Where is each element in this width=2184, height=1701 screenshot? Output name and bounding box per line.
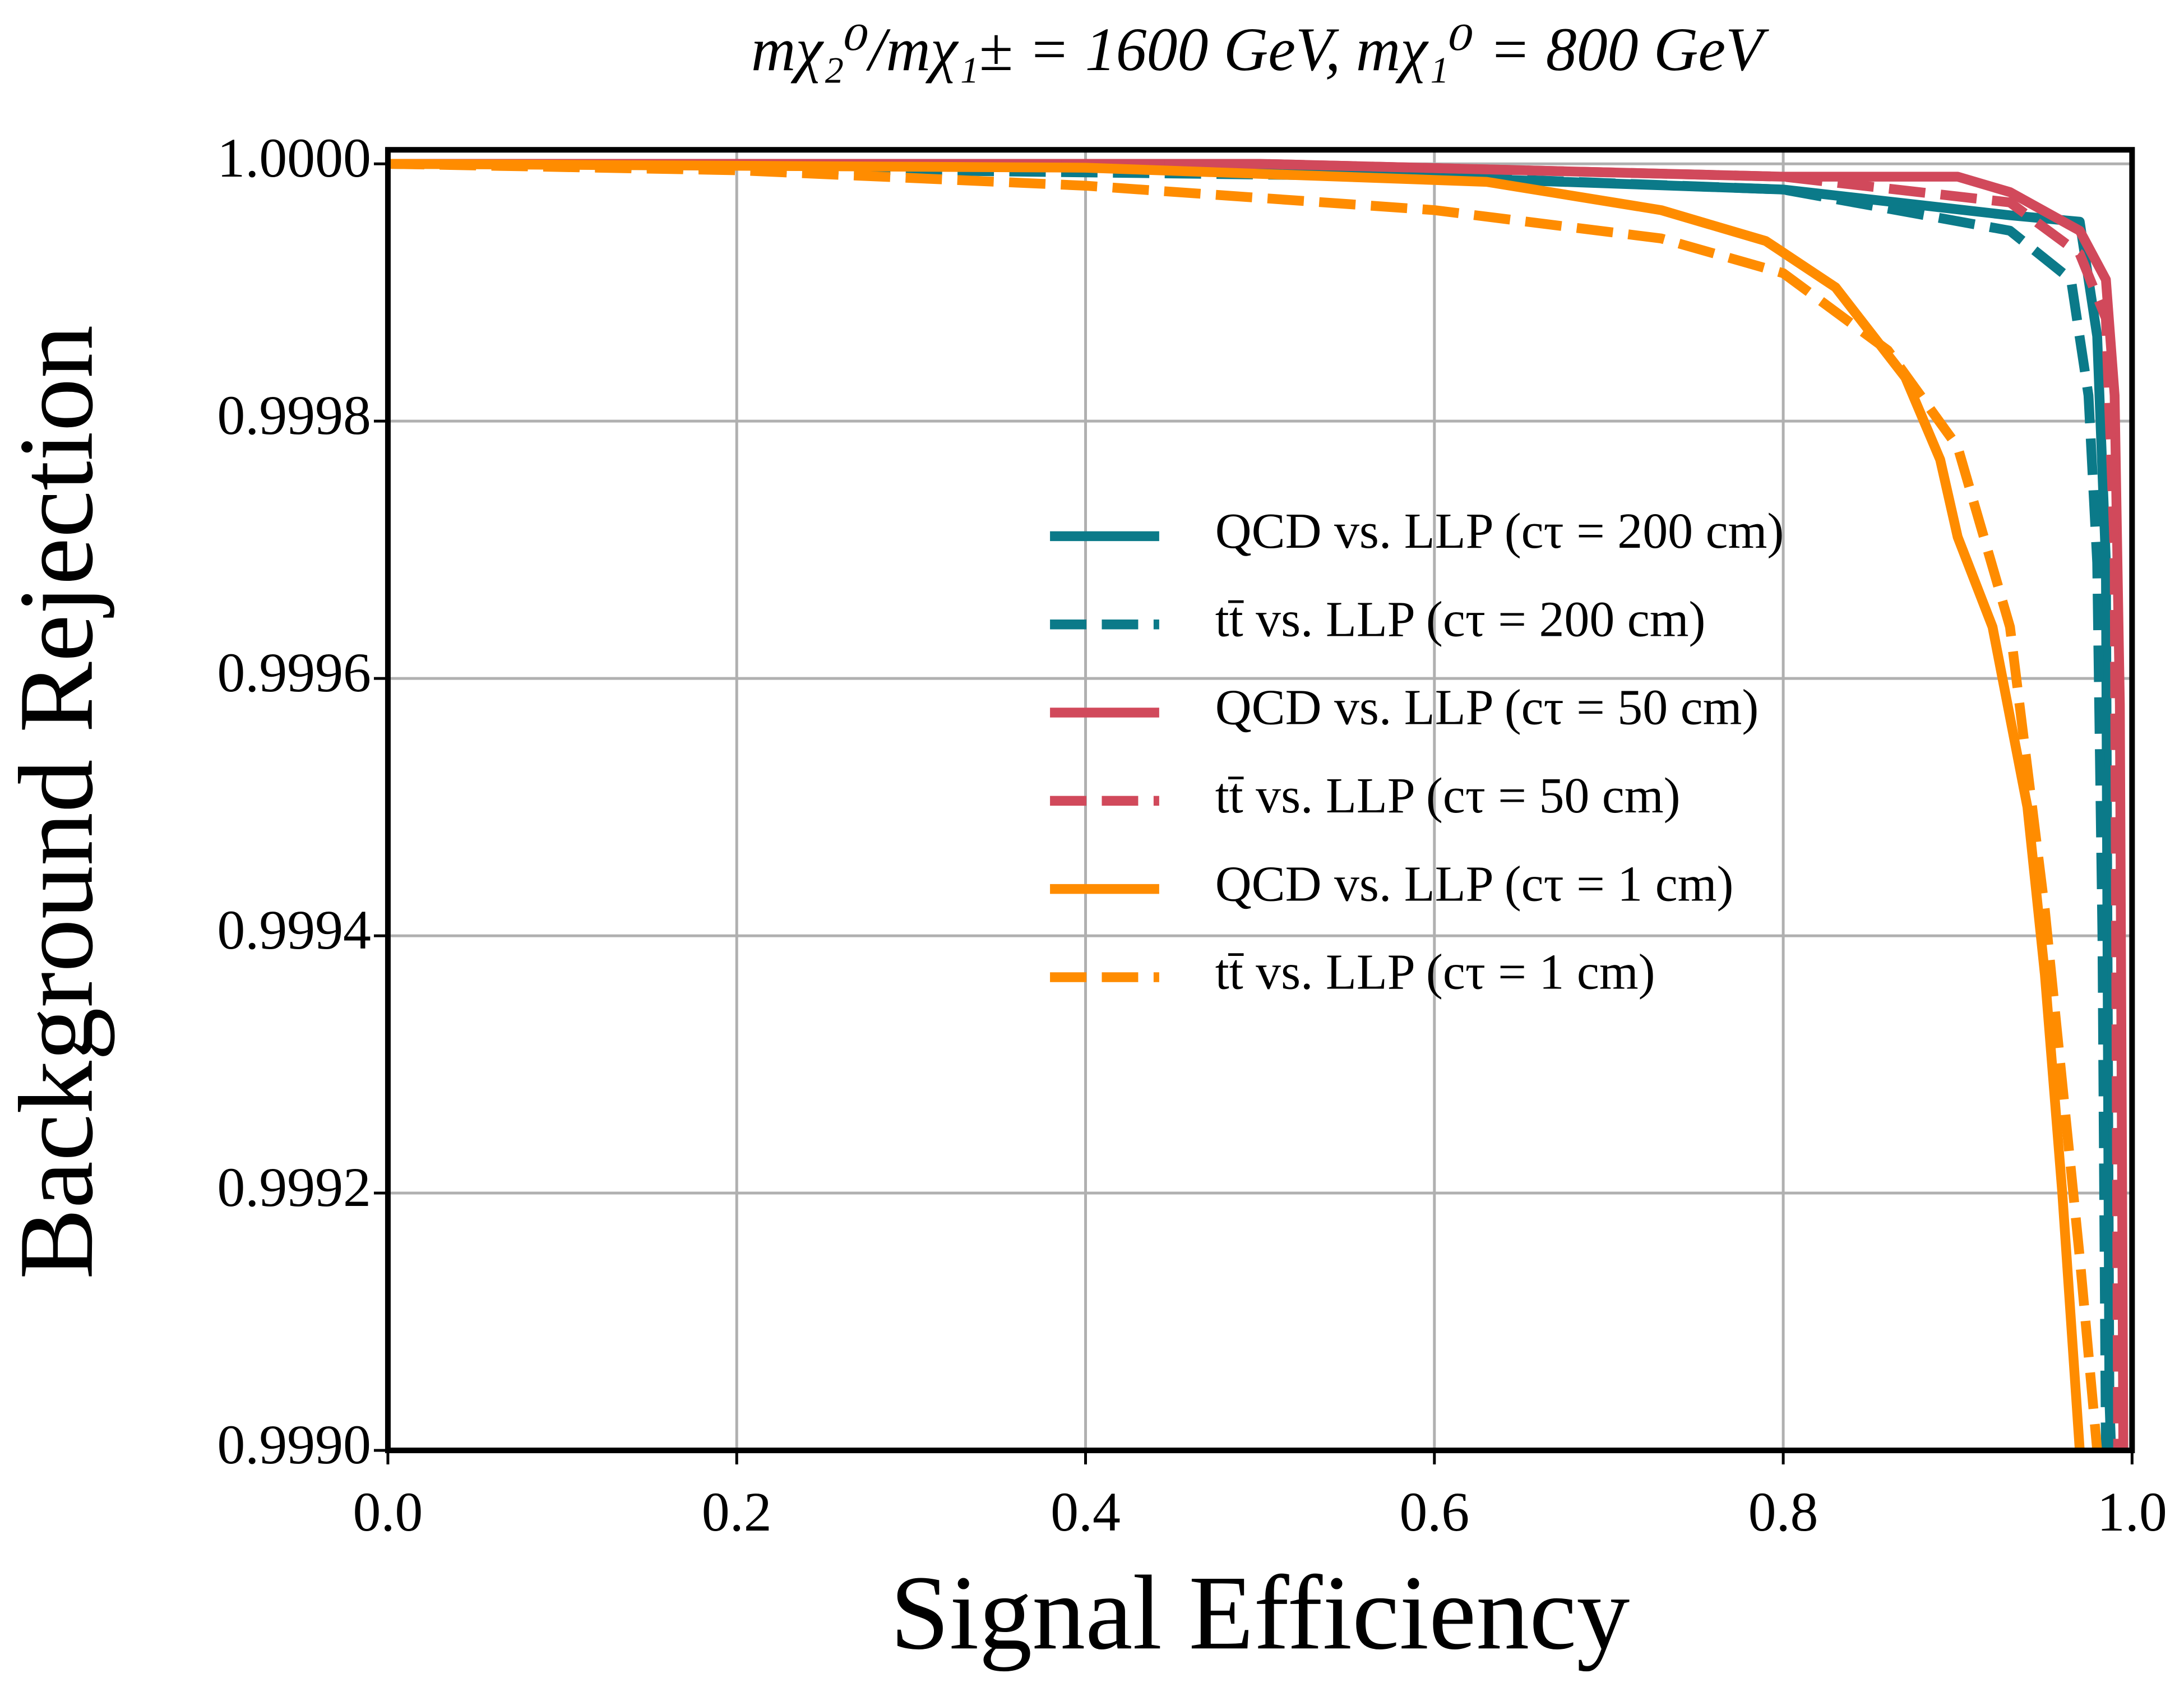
legend-label: QCD vs. LLP (cτ = 200 cm) (1215, 503, 1784, 559)
legend-label: tt̄ vs. LLP (cτ = 1 cm) (1215, 945, 1655, 1000)
x-tick-label: 0.2 (702, 1481, 772, 1543)
plot-area (387, 159, 2129, 1451)
y-tick-label: 0.9996 (217, 641, 371, 704)
series-line (387, 159, 2129, 1451)
legend: QCD vs. LLP (cτ = 200 cm) tt̄ vs. LLP (cτ… (1050, 503, 1784, 1000)
y-tick-label: 0.9992 (217, 1156, 371, 1218)
x-tick-label: 0.8 (1748, 1481, 1819, 1543)
series-line (387, 159, 2123, 1451)
chart-title: mχ₂⁰/mχ₁± = 1600 GeV, mχ₁⁰ = 800 GeV (751, 15, 1769, 84)
legend-label: tt̄ vs. LLP (cτ = 200 cm) (1215, 591, 1706, 647)
x-tick-label: 1.0 (2097, 1481, 2167, 1543)
legend-label: QCD vs. LLP (cτ = 1 cm) (1215, 856, 1734, 912)
x-tick-label: 0.4 (1051, 1481, 1121, 1543)
y-axis-label: Background Rejection (0, 325, 115, 1279)
x-axis-label: Signal Efficiency (890, 1554, 1630, 1672)
x-tick-label: 0.6 (1399, 1481, 1469, 1543)
y-tick-label: 0.9990 (217, 1413, 371, 1476)
y-tick-label: 0.9998 (217, 384, 371, 446)
y-tick-label: 0.9994 (217, 899, 371, 961)
axes-frame (385, 147, 2135, 1454)
series-line (387, 159, 2111, 1451)
legend-label: QCD vs. LLP (cτ = 50 cm) (1215, 680, 1759, 736)
x-tick-label: 0.0 (353, 1481, 423, 1543)
y-tick-label: 1.0000 (217, 127, 371, 189)
series-line (387, 159, 2102, 1451)
legend-label: tt̄ vs. LLP (cτ = 50 cm) (1215, 768, 1681, 824)
series-line (387, 159, 2085, 1451)
